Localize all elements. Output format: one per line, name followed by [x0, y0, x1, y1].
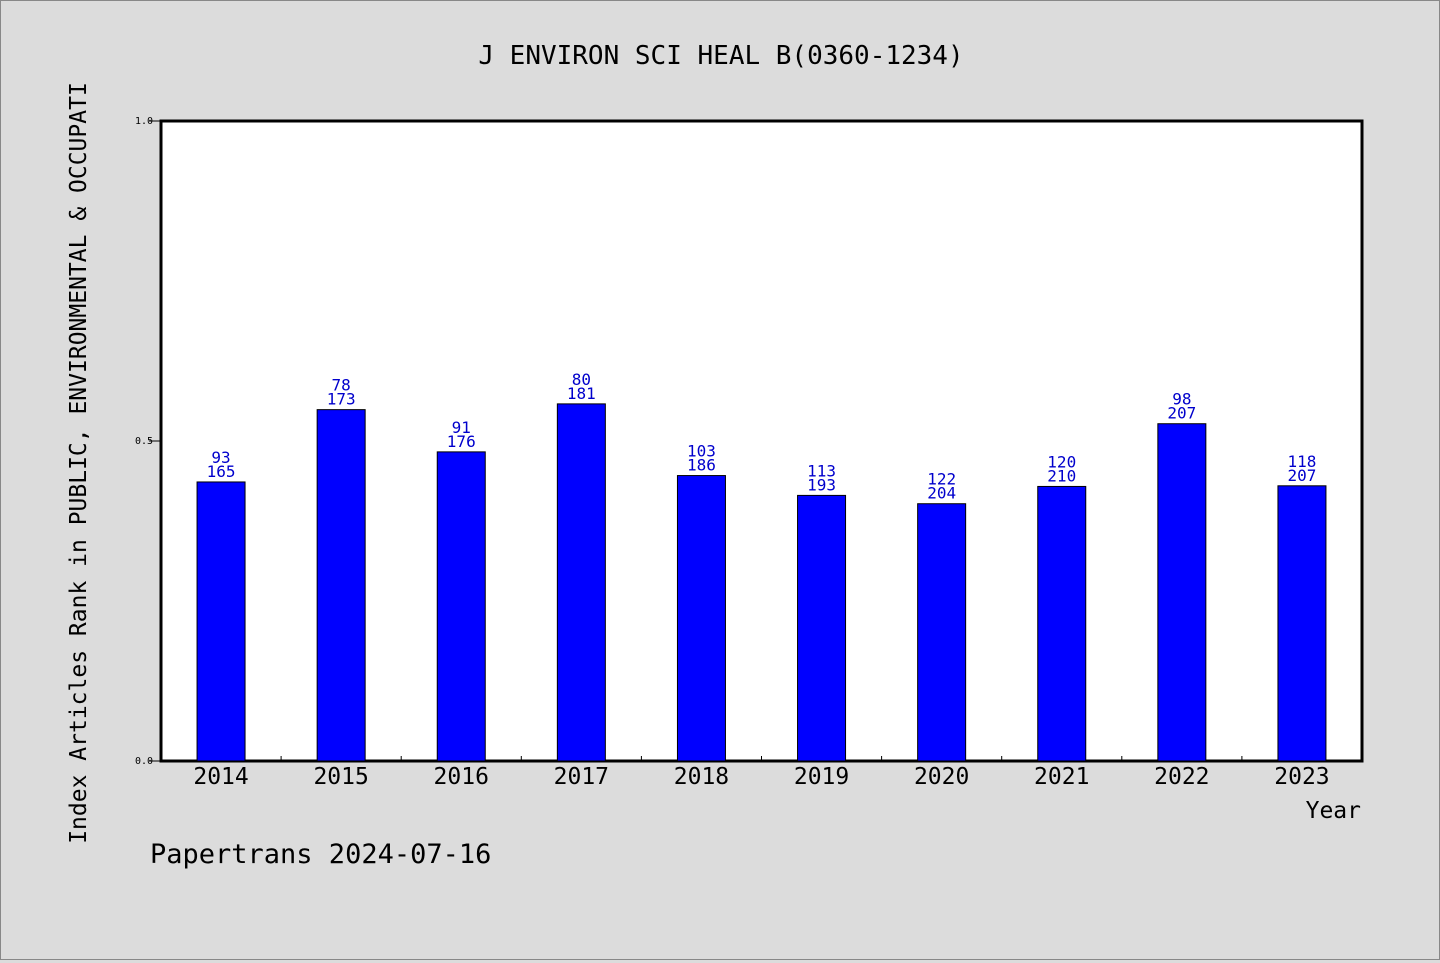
x-tick-label: 2020	[914, 764, 969, 790]
bar-total-label: 207	[1167, 404, 1196, 423]
bar-total-label: 204	[927, 484, 956, 503]
bar-rank-label: 80	[572, 370, 591, 389]
y-tick-label: 0.5	[135, 436, 153, 447]
bar-total-label: 165	[207, 462, 236, 481]
x-tick-label: 2014	[193, 764, 248, 790]
bar	[196, 481, 246, 762]
bar	[1037, 485, 1087, 762]
bar	[316, 409, 366, 762]
x-axis-ticks: 2014 2015 2016 2017 2018 2019 2020 2021 2022 2023	[193, 756, 1330, 790]
bar	[797, 494, 847, 762]
bar-total-label: 173	[327, 390, 356, 409]
bar	[556, 403, 606, 762]
bar-total-label: 210	[1047, 466, 1076, 485]
x-tick-label: 2023	[1274, 764, 1329, 790]
bar-total-label: 181	[567, 384, 596, 403]
x-tick-label: 2017	[554, 764, 609, 790]
bar	[1157, 423, 1207, 762]
x-tick-label: 2015	[313, 764, 368, 790]
bar-rank-label: 122	[927, 470, 956, 489]
footer-credit: Papertrans 2024-07-16	[150, 839, 491, 870]
bar-rank-label: 78	[332, 376, 351, 395]
x-axis-label: Year	[1306, 798, 1361, 824]
bar-rank-label: 91	[452, 418, 471, 437]
bars-group	[196, 403, 1327, 762]
bar-rank-label: 103	[687, 442, 716, 461]
x-tick-label: 2022	[1154, 764, 1209, 790]
x-tick-label: 2016	[434, 764, 489, 790]
x-tick-label: 2018	[674, 764, 729, 790]
y-axis-ticks: 0.0 0.5 1.0	[135, 116, 161, 767]
bar-rank-label: 120	[1047, 452, 1076, 471]
x-tick-label: 2021	[1034, 764, 1089, 790]
bar-rank-label: 98	[1172, 390, 1191, 409]
y-tick-label: 1.0	[135, 116, 153, 127]
bar-rank-label: 93	[211, 448, 230, 467]
y-axis-label: Index Articles Rank in PUBLIC, ENVIRONME…	[66, 82, 92, 844]
chart-title: J ENVIRON SCI HEAL B(0360-1234)	[478, 41, 963, 71]
bar-total-label: 207	[1287, 466, 1316, 485]
bar	[1277, 485, 1327, 762]
x-tick-label: 2019	[794, 764, 849, 790]
bar	[917, 503, 967, 762]
bar-total-label: 193	[807, 475, 836, 494]
bar-total-label: 186	[687, 456, 716, 475]
bar-total-label: 176	[447, 432, 476, 451]
y-tick-label: 0.0	[135, 756, 153, 767]
bar	[436, 451, 486, 762]
bar	[676, 475, 726, 762]
bar-rank-label: 118	[1287, 452, 1316, 471]
bar-rank-label: 113	[807, 461, 836, 480]
